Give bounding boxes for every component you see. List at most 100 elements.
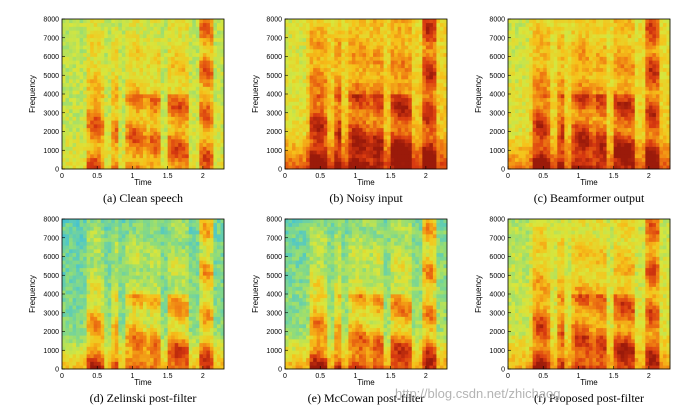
heatmap-cell xyxy=(351,94,356,99)
heatmap-cell xyxy=(578,67,583,72)
heatmap-cell xyxy=(288,64,293,69)
heatmap-cell xyxy=(585,142,590,147)
heatmap-cell xyxy=(613,120,618,125)
heatmap-cell xyxy=(178,127,183,132)
heatmap-cell xyxy=(560,157,565,162)
heatmap-cell xyxy=(125,127,130,132)
heatmap-cell xyxy=(327,52,332,57)
heatmap-cell xyxy=(443,105,448,110)
heatmap-cell xyxy=(404,34,409,39)
heatmap-cell xyxy=(373,22,377,27)
heatmap-cell xyxy=(351,22,356,27)
heatmap-cell xyxy=(429,37,434,42)
heatmap-cell xyxy=(202,37,207,42)
heatmap-cell xyxy=(362,75,367,80)
heatmap-cell xyxy=(323,124,328,129)
heatmap-cell xyxy=(401,30,406,35)
heatmap-cell xyxy=(164,45,168,50)
heatmap-cell xyxy=(439,146,444,151)
heatmap-cell xyxy=(436,157,441,162)
heatmap-cell xyxy=(206,79,211,84)
heatmap-cell xyxy=(330,22,335,27)
heatmap-cell xyxy=(93,60,98,65)
heatmap-cell xyxy=(118,127,123,132)
heatmap-cell xyxy=(334,79,339,84)
heatmap-cell xyxy=(323,142,328,147)
heatmap-cell xyxy=(532,67,537,72)
heatmap-cell xyxy=(376,135,381,140)
heatmap-cell xyxy=(128,165,133,170)
heatmap-cell xyxy=(390,161,395,166)
heatmap-cell xyxy=(415,131,420,136)
heatmap-cell xyxy=(128,34,133,39)
heatmap-cell xyxy=(418,101,423,106)
heatmap-cell xyxy=(79,79,84,84)
heatmap-cell xyxy=(366,154,370,159)
heatmap-cell xyxy=(320,142,325,147)
heatmap-cell xyxy=(83,64,87,69)
heatmap-cell xyxy=(216,52,221,57)
heatmap-cell xyxy=(209,109,214,114)
heatmap-cell xyxy=(518,22,523,27)
heatmap-cell xyxy=(560,64,565,69)
heatmap-cell xyxy=(529,120,533,125)
heatmap-cell xyxy=(610,56,614,61)
heatmap-cell xyxy=(581,22,586,27)
heatmap-cell xyxy=(380,67,384,72)
heatmap-cell xyxy=(153,22,158,27)
heatmap-cell xyxy=(387,86,391,91)
heatmap-cell xyxy=(323,37,328,42)
heatmap-cell xyxy=(132,41,137,46)
heatmap-cell xyxy=(383,86,388,91)
heatmap-cell xyxy=(104,41,109,46)
heatmap-cell xyxy=(334,146,339,151)
heatmap-cell xyxy=(348,120,353,125)
heatmap-cell xyxy=(135,146,140,151)
heatmap-cell xyxy=(432,56,437,61)
heatmap-cell xyxy=(181,52,186,57)
heatmap-cell xyxy=(285,157,289,162)
heatmap-cell xyxy=(292,124,296,129)
heatmap-cell xyxy=(373,79,377,84)
heatmap-cell xyxy=(285,22,289,27)
heatmap-cell xyxy=(167,22,172,27)
heatmap-cell xyxy=(596,26,600,31)
heatmap-cell xyxy=(167,49,172,54)
heatmap-cell xyxy=(529,19,533,24)
heatmap-cell xyxy=(592,112,597,117)
heatmap-cell xyxy=(581,94,586,99)
heatmap-cell xyxy=(606,146,611,151)
heatmap-cell xyxy=(529,71,533,76)
heatmap-cell xyxy=(334,45,339,50)
heatmap-cell xyxy=(76,116,80,121)
heatmap-cell xyxy=(550,146,555,151)
heatmap-cell xyxy=(192,19,197,24)
heatmap-cell xyxy=(188,45,193,50)
heatmap-cell xyxy=(334,82,339,87)
heatmap-cell xyxy=(185,154,190,159)
heatmap-cell xyxy=(351,82,356,87)
heatmap-cell xyxy=(553,67,558,72)
heatmap-cell xyxy=(348,22,353,27)
heatmap-cell xyxy=(90,120,95,125)
heatmap-cell xyxy=(610,52,614,57)
heatmap-cell xyxy=(153,135,158,140)
heatmap-cell xyxy=(209,90,214,95)
heatmap-cell xyxy=(160,112,165,117)
heatmap-cell xyxy=(369,127,374,132)
heatmap-cell xyxy=(610,67,614,72)
heatmap-cell xyxy=(546,67,551,72)
heatmap-cell xyxy=(121,112,126,117)
heatmap-cell xyxy=(539,127,544,132)
heatmap-cell xyxy=(589,64,593,69)
heatmap-cell xyxy=(309,157,314,162)
heatmap-cell xyxy=(553,120,558,125)
heatmap-cell xyxy=(351,67,356,72)
heatmap-cell xyxy=(320,150,325,155)
heatmap-cell xyxy=(292,97,296,102)
heatmap-cell xyxy=(599,109,604,114)
heatmap-cell xyxy=(578,26,583,31)
heatmap-cell xyxy=(150,82,154,87)
heatmap-cell xyxy=(121,37,126,42)
heatmap-cell xyxy=(529,34,533,39)
